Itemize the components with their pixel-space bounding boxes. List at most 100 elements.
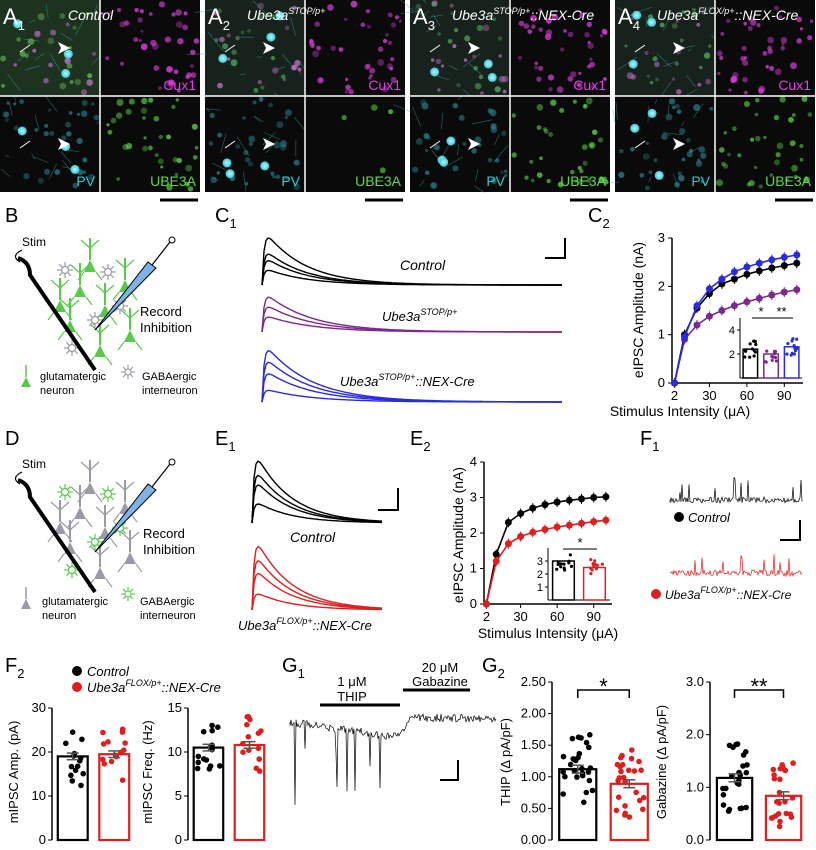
cell-nucleus	[424, 148, 429, 153]
f2-freq-ylabel: mIPSC Freq. (Hz)	[140, 720, 155, 823]
cell-nucleus	[387, 40, 392, 45]
cell-nucleus	[369, 67, 376, 74]
data-point	[776, 800, 782, 806]
scale-bar-c1	[545, 238, 566, 259]
ube3a-label: UBE3A	[765, 173, 812, 189]
cell-nucleus	[87, 73, 93, 79]
cell-nucleus	[598, 176, 605, 183]
cell-nucleus	[280, 74, 286, 80]
neurite	[60, 32, 73, 41]
open-arrow-icon	[634, 44, 646, 53]
c2-ylabel: eIPSC Amplitude (nA)	[630, 242, 646, 378]
cell-nucleus	[563, 29, 567, 33]
inset-point	[562, 562, 566, 566]
cell-nucleus	[464, 35, 471, 42]
cell-nucleus	[100, 12, 106, 18]
cell-nucleus	[276, 121, 284, 129]
cell-nucleus	[619, 149, 624, 154]
neurite	[45, 96, 58, 112]
inset-point	[795, 337, 799, 341]
data-point	[68, 772, 74, 779]
data-point	[121, 747, 127, 753]
inset-point	[770, 358, 774, 362]
cell-nucleus	[796, 38, 802, 44]
cell-nucleus	[209, 112, 215, 119]
pipette-ground-icon	[168, 236, 176, 244]
cell-nucleus	[292, 5, 297, 11]
cell-nucleus	[423, 133, 430, 139]
cell-nucleus	[280, 140, 287, 148]
open-arrow-icon	[224, 44, 236, 53]
interneuron-icon	[103, 489, 113, 499]
cell-nucleus	[556, 86, 564, 93]
cell-nucleus	[297, 67, 302, 72]
data-point	[209, 722, 215, 729]
cell-nucleus	[91, 102, 95, 106]
cell-nucleus	[185, 164, 193, 172]
dendrite-branch	[115, 259, 126, 269]
cell-nucleus	[534, 65, 539, 70]
cell-nucleus	[191, 123, 198, 130]
cell-nucleus	[3, 111, 10, 118]
cell-nucleus	[190, 49, 196, 55]
dendrite-branch	[50, 279, 61, 289]
data-point	[671, 379, 678, 387]
cell-nucleus	[310, 43, 315, 49]
inset-point	[748, 355, 752, 359]
cell-nucleus	[774, 68, 782, 76]
cell-nucleus	[586, 21, 592, 28]
cell-nucleus	[314, 21, 321, 27]
data-point	[787, 811, 794, 817]
cell-nucleus	[454, 28, 459, 33]
cell-nucleus	[497, 36, 503, 41]
basal-dendrite	[130, 291, 138, 301]
data-point	[743, 769, 750, 776]
cell-nucleus	[166, 66, 174, 73]
data-point	[576, 750, 583, 757]
panel-sublabel: 2	[223, 18, 230, 33]
dendrite-branch	[124, 259, 135, 269]
cell-nucleus	[13, 63, 17, 67]
inset-point	[568, 553, 573, 557]
data-point	[723, 785, 729, 792]
inset-point	[752, 339, 756, 343]
mipsc-trace-control	[669, 476, 803, 504]
cell-nucleus	[64, 57, 71, 65]
basal-dendrite	[65, 533, 73, 543]
data-point	[101, 761, 108, 767]
pv-cell	[654, 170, 664, 180]
micrograph-quadrant	[615, 96, 715, 192]
data-point	[780, 253, 788, 261]
cell-nucleus	[577, 165, 582, 170]
cell-nucleus	[24, 53, 29, 58]
cell-nucleus	[81, 110, 88, 117]
legend-control-f2: Control	[87, 664, 130, 679]
cell-nucleus	[742, 59, 749, 66]
panel-sublabel: 3	[428, 18, 435, 33]
cell-nucleus	[116, 99, 124, 106]
neurite	[433, 14, 441, 27]
cell-nucleus	[626, 72, 634, 80]
pv-cell	[628, 59, 638, 69]
data-point	[255, 730, 262, 736]
cell-nucleus	[536, 104, 544, 111]
inset-point	[754, 342, 758, 347]
pv-cell	[61, 68, 71, 78]
data-point	[100, 741, 107, 747]
cell-nucleus	[538, 65, 544, 71]
cell-nucleus	[185, 74, 190, 80]
inset-point	[562, 566, 566, 570]
cell-nucleus	[270, 56, 276, 61]
cell-nucleus	[235, 35, 240, 41]
cell-nucleus	[688, 148, 693, 153]
trace-g1: G1 1 μM THIP 20 μM Gabazine	[282, 655, 497, 805]
neurite	[661, 81, 672, 96]
cell-nucleus	[548, 87, 553, 92]
data-point	[492, 550, 500, 558]
cell-nucleus	[164, 36, 171, 43]
micrograph-quadrant	[205, 0, 305, 96]
cell-nucleus	[174, 172, 179, 177]
cell-nucleus	[341, 115, 347, 121]
y-tick-label: 20	[32, 744, 46, 759]
cell-nucleus	[726, 18, 731, 24]
